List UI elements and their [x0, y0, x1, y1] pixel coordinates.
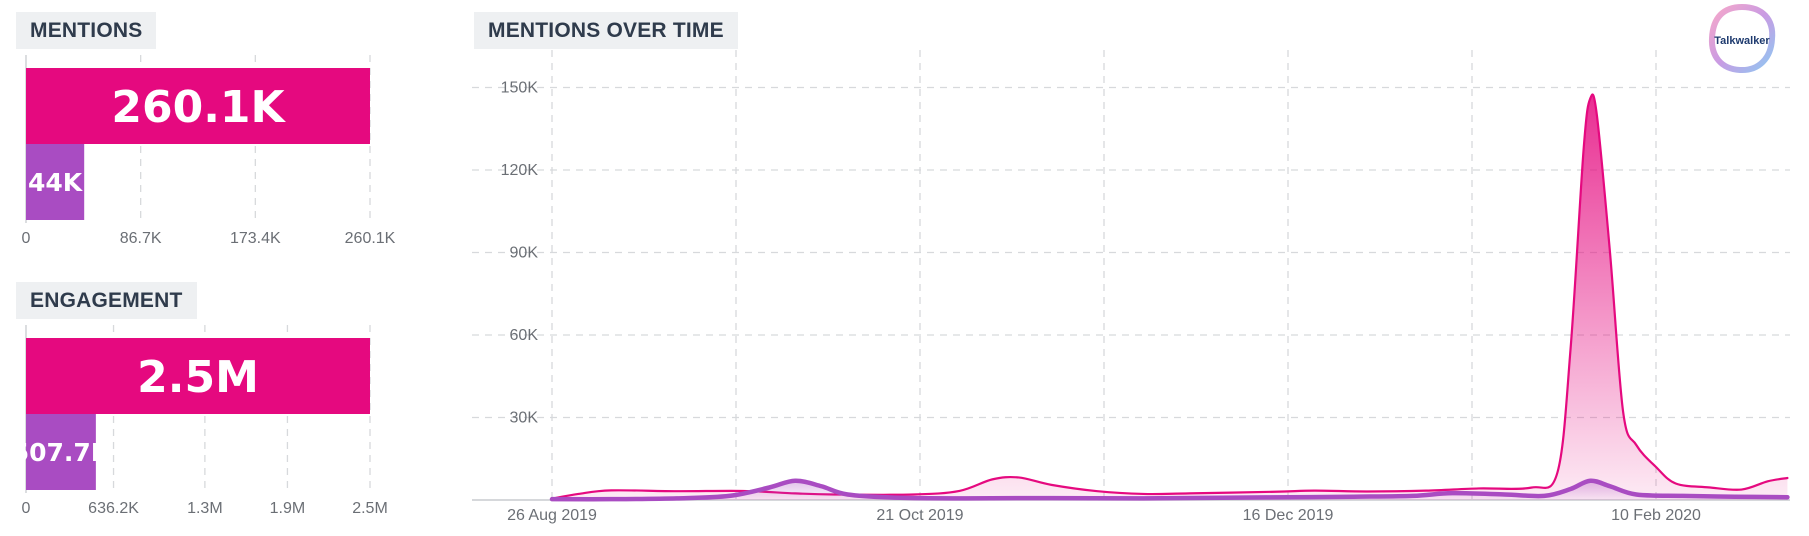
series-1-line: [549, 478, 1790, 502]
x-tick-label: 21 Oct 2019: [876, 507, 963, 524]
mentions-over-time-chart: 30K 60K 90K 120K 150K 26 Aug 2019 21 Oct 2019 1…: [472, 50, 1790, 524]
mentions-bar-label-0: 260.1K: [111, 82, 286, 133]
engagement-bar-1: [26, 414, 96, 490]
engagement-tick-label: 0: [22, 500, 31, 517]
y-tick-label: 150K: [501, 80, 539, 97]
y-tick-label: 30K: [510, 410, 539, 427]
talkwalker-logo: Talkwalker: [1707, 3, 1777, 74]
mentions-bar-0: [26, 68, 370, 144]
x-tick-label: 26 Aug 2019: [507, 507, 597, 524]
mentions-panel-title: MENTIONS: [16, 12, 157, 49]
x-tick-label: 10 Feb 2020: [1611, 507, 1701, 524]
mentions-tick-label: 0: [22, 230, 31, 247]
y-tick-label: 120K: [501, 162, 539, 179]
mentions-over-time-panel-title: MENTIONS OVER TIME: [474, 12, 738, 49]
logo-wordmark: Talkwalker: [1714, 35, 1770, 47]
mentions-bar-1: [26, 144, 85, 220]
mentions-bar-chart: 260.1K 44K 0 86.7K 173.4K 260.1K: [22, 55, 396, 247]
y-tick-label: 60K: [510, 327, 539, 344]
engagement-tick-label: 636.2K: [88, 500, 139, 517]
x-tick-label: 16 Dec 2019: [1243, 507, 1334, 524]
mentions-bar-label-1: 44K: [28, 168, 84, 197]
engagement-tick-label: 2.5M: [352, 500, 388, 517]
engagement-bar-label-0: 2.5M: [137, 352, 259, 403]
engagement-tick-label: 1.9M: [270, 500, 306, 517]
engagement-panel-title: ENGAGEMENT: [16, 282, 197, 319]
engagement-bar-0: [26, 338, 370, 414]
y-tick-label: 90K: [510, 245, 539, 262]
engagement-bar-label-1: 507.7K: [12, 438, 112, 467]
mentions-tick-label: 86.7K: [120, 230, 162, 247]
mentions-tick-label: 260.1K: [345, 230, 396, 247]
engagement-tick-label: 1.3M: [187, 500, 223, 517]
mentions-tick-label: 173.4K: [230, 230, 281, 247]
engagement-bar-chart: 2.5M 507.7K 0 636.2K 1.3M 1.9M 2.5M: [12, 325, 388, 517]
